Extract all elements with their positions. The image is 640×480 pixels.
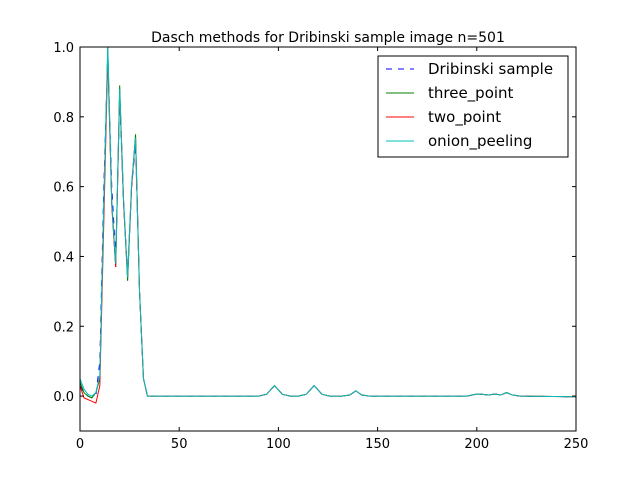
x-tick-label: 100 xyxy=(266,437,291,452)
x-tick-label: 200 xyxy=(464,437,489,452)
legend-label: three_point xyxy=(428,84,514,103)
legend-label: two_point xyxy=(428,108,501,127)
plot-frame xyxy=(79,46,577,432)
legend-label: onion_peeling xyxy=(428,132,532,151)
legend-box xyxy=(377,55,569,158)
x-tick-label: 250 xyxy=(564,437,589,452)
y-tick-label: 1.0 xyxy=(53,41,74,56)
y-tick-label: 0.0 xyxy=(53,390,74,405)
series-line xyxy=(80,47,576,398)
x-tick-label: 0 xyxy=(76,437,84,452)
legend-label: Dribinski sample xyxy=(428,60,553,78)
x-tick-label: 150 xyxy=(365,437,390,452)
y-tick-label: 0.8 xyxy=(53,111,74,126)
y-tick-label: 0.2 xyxy=(53,320,74,335)
y-tick-label: 0.4 xyxy=(53,250,74,265)
x-tick-label: 50 xyxy=(171,437,188,452)
y-tick-label: 0.6 xyxy=(53,181,74,196)
chart-title: Dasch methods for Dribinski sample image… xyxy=(151,30,505,46)
